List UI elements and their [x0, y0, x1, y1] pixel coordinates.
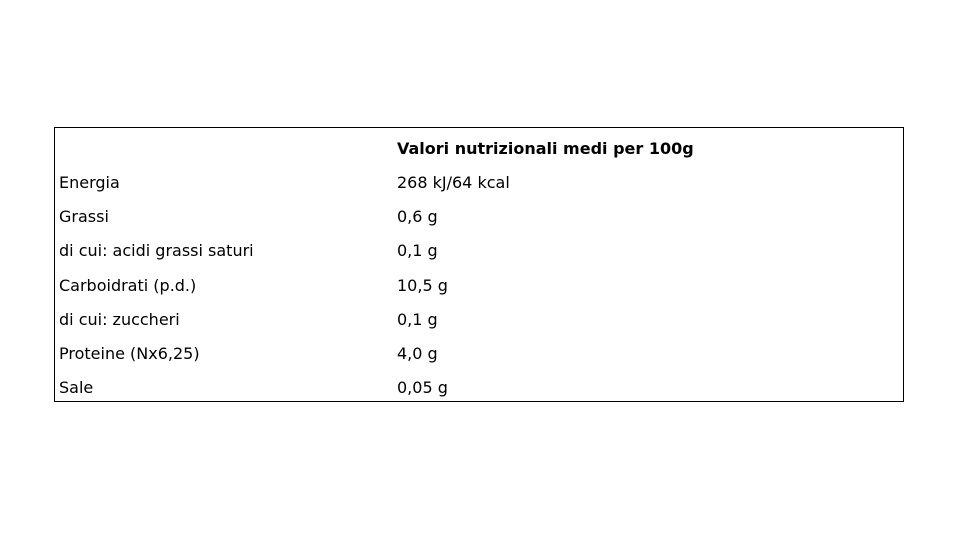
label-cell: Sale [59, 378, 94, 398]
value-cell: 0,1 g [397, 309, 438, 329]
label-cell: Grassi [59, 207, 109, 227]
nutrition-table: Valori nutrizionali medi per 100g Energia… [54, 127, 904, 402]
value-cell: 4,0 g [397, 344, 438, 363]
table-row: Grassi 0,6 g [55, 200, 903, 234]
label-cell: Proteine (Nx6,25) [59, 344, 200, 363]
value-cell: 0,6 g [397, 207, 438, 227]
value-cell: 268 kJ/64 kcal [397, 173, 510, 192]
table-row: Energia 268 kJ/64 kcal [55, 166, 903, 200]
label-cell: Carboidrati (p.d.) [59, 275, 197, 295]
value-cell: 10,5 g [397, 275, 448, 295]
header-cell: Valori nutrizionali medi per 100g [397, 139, 694, 158]
value-cell: 0,05 g [397, 378, 448, 398]
table-row: Carboidrati (p.d.) 10,5 g [55, 269, 903, 303]
label-cell: di cui: zuccheri [59, 309, 180, 329]
table-row: Sale 0,05 g [55, 371, 903, 405]
table-row: di cui: acidi grassi saturi 0,1 g [55, 234, 903, 268]
table-row: di cui: zuccheri 0,1 g [55, 303, 903, 337]
table-row: Proteine (Nx6,25) 4,0 g [55, 337, 903, 371]
label-cell: Energia [59, 173, 120, 192]
header-row: Valori nutrizionali medi per 100g [55, 132, 903, 166]
label-cell: di cui: acidi grassi saturi [59, 241, 254, 261]
value-cell: 0,1 g [397, 241, 438, 261]
